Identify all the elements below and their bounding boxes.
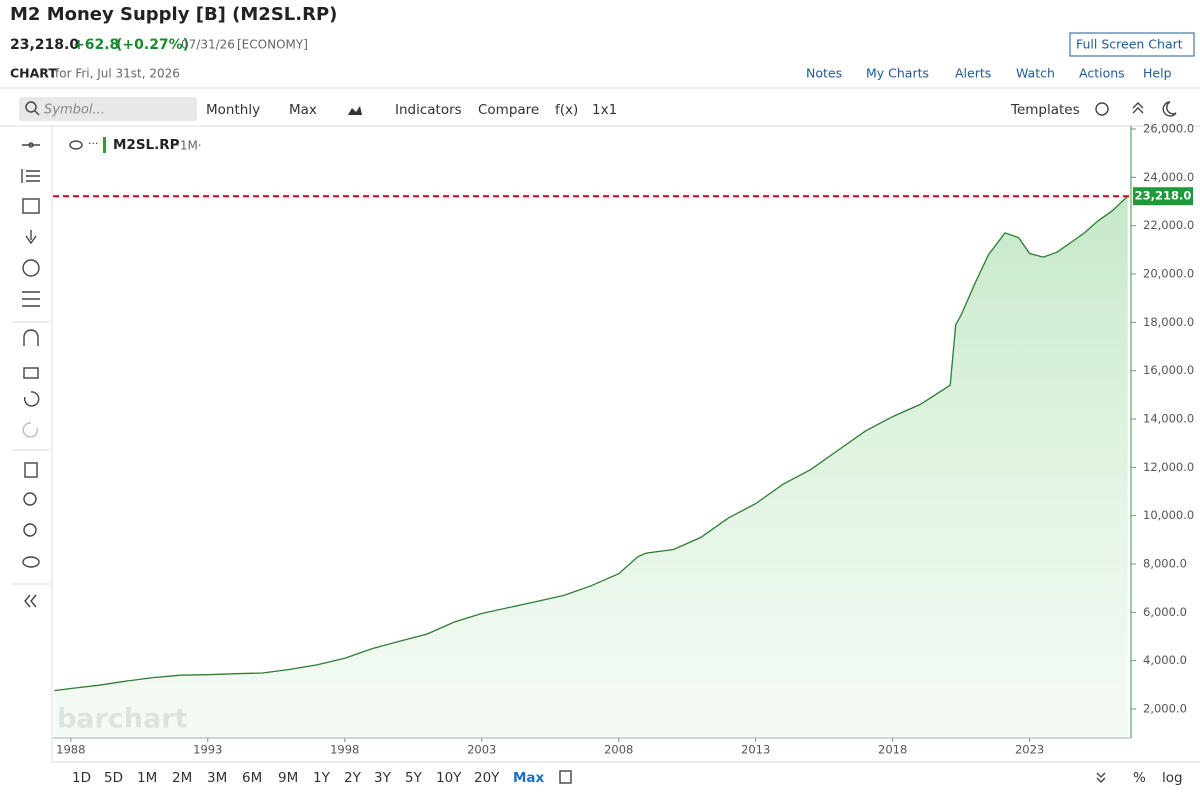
last-price: 23,218.0 xyxy=(10,37,79,53)
toolbar-item[interactable]: Max xyxy=(289,102,317,118)
toolbar-item[interactable]: Compare xyxy=(478,102,539,118)
price-date: 07/31/26 xyxy=(181,38,235,52)
theme-icon[interactable] xyxy=(1162,101,1177,117)
tool-icon[interactable] xyxy=(22,198,40,214)
x-tick-label: 2023 xyxy=(1015,743,1044,757)
x-tick-label: 2003 xyxy=(467,743,496,757)
x-tick-label: 2018 xyxy=(878,743,907,757)
zoom-in-icon[interactable] xyxy=(23,492,37,506)
settings-icon[interactable] xyxy=(1095,102,1109,116)
legend-period: ·1M· xyxy=(176,139,202,153)
calendar-icon[interactable] xyxy=(559,770,572,784)
period-button[interactable]: 2Y xyxy=(344,770,362,786)
tool-icon[interactable] xyxy=(22,291,40,307)
toolbar-item[interactable]: Monthly xyxy=(206,102,260,118)
menu-link[interactable]: Help xyxy=(1143,66,1172,81)
y-tick-label: 20,000.0 xyxy=(1143,266,1194,280)
legend-menu[interactable]: ··· xyxy=(88,137,99,150)
period-button[interactable]: 1Y xyxy=(313,770,331,786)
toolbar-item[interactable]: f(x) xyxy=(555,102,578,118)
symbol-input[interactable] xyxy=(19,97,197,121)
series-line xyxy=(54,195,1129,692)
period-button[interactable]: 1M xyxy=(137,770,157,786)
tool-icon[interactable] xyxy=(22,259,40,277)
period-button[interactable]: 5Y xyxy=(405,770,423,786)
y-tick-label: 2,000.0 xyxy=(1143,701,1187,715)
toolbar-item[interactable]: 1x1 xyxy=(592,102,617,118)
visibility-icon[interactable] xyxy=(22,556,40,568)
last-price-box xyxy=(1133,187,1193,206)
delete-icon[interactable] xyxy=(24,462,38,478)
full-screen-label[interactable]: Full Screen Chart xyxy=(1076,37,1183,52)
tool-icon[interactable] xyxy=(28,142,34,148)
x-tick-label: 1988 xyxy=(56,743,85,757)
full-screen-button[interactable] xyxy=(1069,32,1195,57)
y-tick-label: 26,000.0 xyxy=(1143,121,1194,135)
chart-date: for Fri, Jul 31st, 2026 xyxy=(55,67,180,81)
search-icon xyxy=(34,110,40,116)
y-tick-label: 12,000.0 xyxy=(1143,460,1194,474)
page-title: M2 Money Supply [B] (M2SL.RP) xyxy=(10,4,337,25)
period-button[interactable]: 9M xyxy=(278,770,298,786)
y-tick-label: 4,000.0 xyxy=(1143,653,1187,667)
menu-link[interactable]: My Charts xyxy=(866,66,929,81)
period-button[interactable]: 2M xyxy=(172,770,192,786)
tool-icon[interactable] xyxy=(21,169,40,183)
y-tick-label: 8,000.0 xyxy=(1143,556,1187,570)
period-button[interactable]: 6M xyxy=(242,770,262,786)
legend-swatch xyxy=(103,137,106,153)
search-icon xyxy=(25,101,37,113)
area-fill xyxy=(54,196,1128,738)
x-tick-label: 1993 xyxy=(193,743,222,757)
price-change: +62.8 xyxy=(73,37,119,53)
period-button[interactable]: 1D xyxy=(72,770,91,786)
drawing-tools xyxy=(12,142,50,608)
templates-button[interactable]: Templates xyxy=(1010,102,1080,118)
menu-link[interactable]: Actions xyxy=(1079,66,1125,81)
lock-icon[interactable] xyxy=(23,367,39,379)
last-price-label: 23,218.0 xyxy=(1135,189,1192,203)
period-button[interactable]: 3M xyxy=(207,770,227,786)
y-tick-label: 24,000.0 xyxy=(1143,170,1194,184)
symbol-placeholder[interactable]: Symbol... xyxy=(44,103,105,118)
period-button[interactable]: 5D xyxy=(104,770,123,786)
category: [ECONOMY] xyxy=(237,38,308,52)
y-tick-label: 6,000.0 xyxy=(1143,605,1187,619)
period-button[interactable]: 20Y xyxy=(474,770,500,786)
menu-link[interactable]: Watch xyxy=(1016,66,1055,81)
y-tick-label: 16,000.0 xyxy=(1143,363,1194,377)
menu-link[interactable]: Notes xyxy=(806,66,842,81)
chart-label: CHART xyxy=(10,66,57,81)
period-button[interactable]: 3Y xyxy=(374,770,392,786)
chart-type-icon[interactable] xyxy=(348,106,362,115)
redo-icon[interactable] xyxy=(22,422,38,438)
legend-eye[interactable] xyxy=(69,140,83,150)
menu-link[interactable]: Alerts xyxy=(955,66,991,81)
y-tick-label: 22,000.0 xyxy=(1143,218,1194,232)
collapse-tools-icon[interactable] xyxy=(24,594,37,608)
y-tick-label: 18,000.0 xyxy=(1143,315,1194,329)
expand-icon[interactable] xyxy=(1096,772,1106,783)
scale-option[interactable]: % xyxy=(1133,770,1146,786)
y-tick-label: 10,000.0 xyxy=(1143,508,1194,522)
x-tick-label: 2008 xyxy=(604,743,633,757)
legend-symbol: M2SL.RP xyxy=(113,137,180,153)
x-tick-label: 2013 xyxy=(741,743,770,757)
x-tick-label: 1998 xyxy=(330,743,359,757)
collapse-icon[interactable] xyxy=(1132,102,1144,114)
tool-icon[interactable] xyxy=(25,230,37,245)
zoom-out-icon[interactable] xyxy=(23,523,37,537)
toolbar-item[interactable]: Indicators xyxy=(395,102,462,118)
period-button[interactable]: 10Y xyxy=(436,770,462,786)
y-tick-label: 14,000.0 xyxy=(1143,411,1194,425)
scale-option[interactable]: log xyxy=(1162,770,1183,786)
period-button[interactable]: Max xyxy=(513,770,545,786)
magnet-icon[interactable] xyxy=(23,329,39,346)
undo-icon[interactable] xyxy=(24,391,40,407)
price-change-percent: (+0.27%) xyxy=(116,37,189,53)
